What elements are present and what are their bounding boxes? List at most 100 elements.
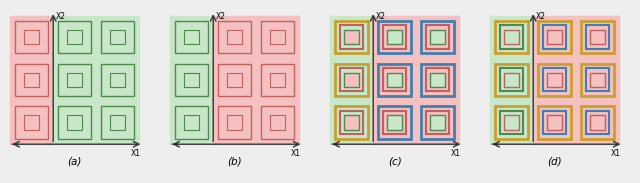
Bar (175, 21, 208, 53)
Bar (590, 73, 605, 87)
Text: X1: X1 (451, 149, 461, 158)
Text: X2: X2 (216, 12, 226, 21)
Bar (426, 25, 449, 49)
Bar (495, 21, 528, 53)
Bar (261, 21, 294, 53)
Bar (218, 64, 251, 96)
Bar (53, 16, 139, 144)
Bar (101, 107, 134, 139)
Text: (d): (d) (547, 156, 562, 166)
Bar (421, 107, 454, 139)
Bar (10, 16, 53, 144)
Bar (590, 115, 605, 130)
Bar (387, 115, 402, 130)
Bar (213, 16, 299, 144)
Bar (67, 73, 82, 87)
Text: (c): (c) (388, 156, 401, 166)
Bar (543, 25, 566, 49)
Bar (504, 73, 519, 87)
Bar (426, 68, 449, 92)
Text: X2: X2 (56, 12, 66, 21)
Bar (110, 30, 125, 44)
Bar (543, 68, 566, 92)
Bar (340, 68, 364, 92)
Text: X2: X2 (536, 12, 546, 21)
Bar (495, 107, 528, 139)
Bar (500, 25, 524, 49)
Bar (101, 64, 134, 96)
Bar (426, 111, 449, 134)
Bar (590, 30, 605, 44)
Bar (547, 73, 562, 87)
Bar (175, 107, 208, 139)
Bar (581, 107, 614, 139)
Text: X1: X1 (291, 149, 301, 158)
Bar (538, 21, 571, 53)
Text: X1: X1 (611, 149, 621, 158)
Bar (335, 64, 368, 96)
Bar (227, 115, 242, 130)
Bar (538, 64, 571, 96)
Bar (586, 25, 609, 49)
Bar (175, 64, 208, 96)
Bar (24, 73, 39, 87)
Bar (227, 73, 242, 87)
Bar (110, 115, 125, 130)
Bar (586, 68, 609, 92)
Bar (24, 115, 39, 130)
Bar (378, 107, 411, 139)
Bar (261, 107, 294, 139)
Text: (a): (a) (67, 156, 82, 166)
Bar (67, 30, 82, 44)
Bar (430, 115, 445, 130)
Bar (24, 30, 39, 44)
Bar (270, 73, 285, 87)
Bar (495, 64, 528, 96)
Bar (218, 107, 251, 139)
Text: X2: X2 (376, 12, 386, 21)
Bar (547, 115, 562, 130)
Bar (330, 16, 373, 144)
Bar (67, 115, 82, 130)
Bar (383, 25, 406, 49)
Bar (373, 16, 459, 144)
Bar (184, 73, 199, 87)
Bar (430, 73, 445, 87)
Bar (340, 111, 364, 134)
Bar (110, 73, 125, 87)
Bar (15, 107, 48, 139)
Bar (378, 64, 411, 96)
Bar (218, 21, 251, 53)
Bar (344, 30, 359, 44)
Bar (335, 21, 368, 53)
Bar (500, 68, 524, 92)
Bar (170, 16, 213, 144)
Bar (335, 107, 368, 139)
Bar (430, 30, 445, 44)
Bar (378, 21, 411, 53)
Bar (383, 68, 406, 92)
Bar (261, 64, 294, 96)
Bar (504, 115, 519, 130)
Bar (387, 30, 402, 44)
Bar (543, 111, 566, 134)
Text: (b): (b) (227, 156, 242, 166)
Bar (581, 64, 614, 96)
Bar (15, 64, 48, 96)
Bar (58, 107, 91, 139)
Bar (340, 25, 364, 49)
Bar (383, 111, 406, 134)
Bar (58, 64, 91, 96)
Bar (184, 115, 199, 130)
Bar (344, 73, 359, 87)
Bar (504, 30, 519, 44)
Bar (58, 21, 91, 53)
Bar (421, 64, 454, 96)
Bar (586, 111, 609, 134)
Bar (538, 107, 571, 139)
Bar (101, 21, 134, 53)
Bar (184, 30, 199, 44)
Bar (421, 21, 454, 53)
Bar (270, 30, 285, 44)
Bar (270, 115, 285, 130)
